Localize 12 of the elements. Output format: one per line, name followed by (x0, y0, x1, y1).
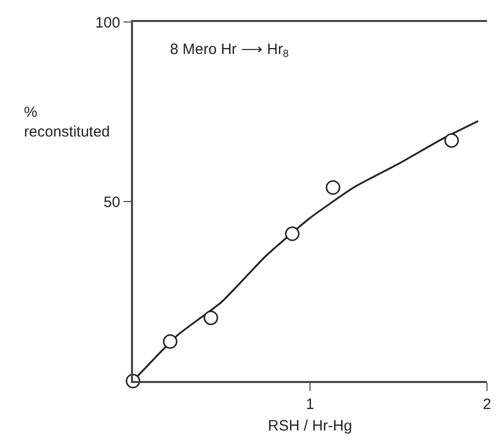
x-axis-title: RSH / Hr-Hg (268, 417, 352, 434)
point (285, 226, 300, 242)
point (326, 180, 340, 195)
point (162, 334, 178, 349)
point (444, 133, 459, 148)
x-tick-label: 1 (306, 396, 314, 413)
y-tick-label: 50 (104, 194, 120, 211)
y-axis-title: % reconstituted (24, 104, 110, 140)
annotation: 8 Mero Hr ⟶ Hr$_{8}$ (170, 41, 289, 60)
point (204, 310, 218, 326)
y-tick-label: 100 (95, 14, 120, 32)
x-tick-label: 2 (482, 396, 492, 413)
